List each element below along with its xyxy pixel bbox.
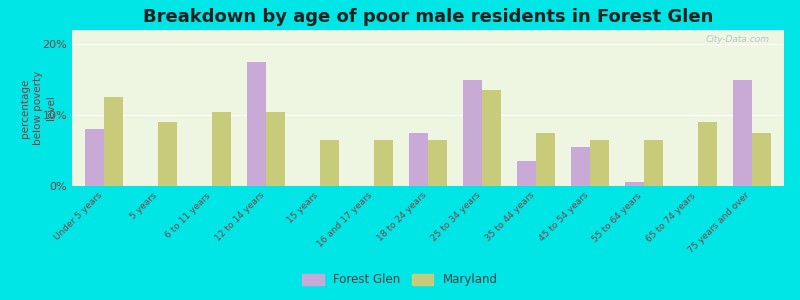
- Bar: [482, 90, 501, 186]
- Bar: [104, 98, 123, 186]
- Legend: Forest Glen, Maryland: Forest Glen, Maryland: [298, 269, 502, 291]
- Bar: [247, 62, 266, 186]
- Bar: [320, 140, 339, 186]
- Bar: [536, 133, 554, 186]
- Bar: [86, 129, 104, 186]
- Bar: [571, 147, 590, 186]
- Bar: [590, 140, 609, 186]
- Bar: [733, 80, 752, 186]
- Bar: [644, 140, 662, 186]
- Bar: [625, 182, 644, 186]
- Bar: [266, 112, 285, 186]
- Bar: [374, 140, 393, 186]
- Bar: [752, 133, 770, 186]
- Bar: [409, 133, 428, 186]
- Text: City-Data.com: City-Data.com: [706, 35, 770, 44]
- Bar: [698, 122, 717, 186]
- Y-axis label: percentage
below poverty
level: percentage below poverty level: [20, 71, 57, 145]
- Bar: [463, 80, 482, 186]
- Bar: [212, 112, 231, 186]
- Bar: [158, 122, 177, 186]
- Title: Breakdown by age of poor male residents in Forest Glen: Breakdown by age of poor male residents …: [143, 8, 713, 26]
- Bar: [428, 140, 447, 186]
- Bar: [517, 161, 536, 186]
